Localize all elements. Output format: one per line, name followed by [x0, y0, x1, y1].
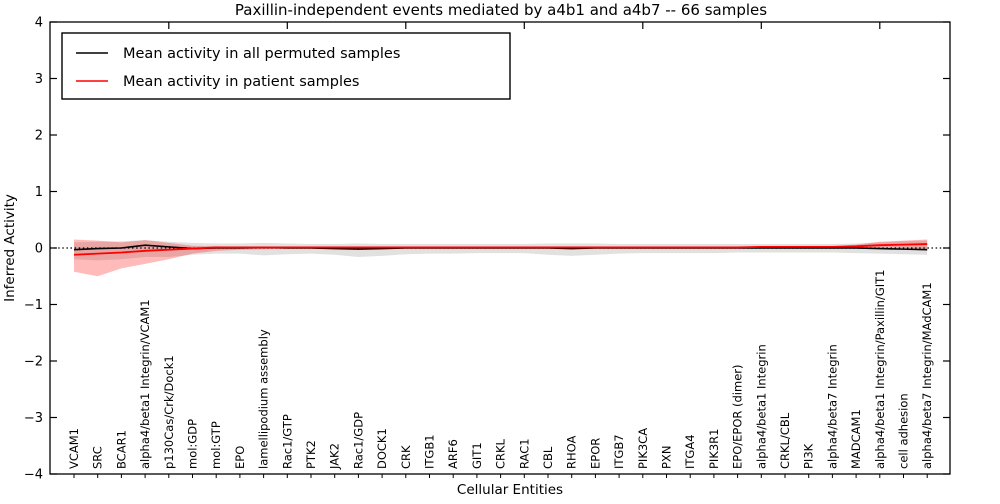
x-tick-label: PIK3CA — [636, 428, 650, 469]
x-tick-label: cell adhesion — [897, 393, 911, 469]
x-tick-label: EPOR — [588, 438, 602, 469]
legend-label-patient: Mean activity in patient samples — [123, 74, 359, 90]
x-tick-label: alpha4/beta1 Integrin — [754, 344, 768, 469]
y-tick-label: −2 — [24, 355, 43, 370]
y-tick-label: 0 — [35, 242, 43, 257]
x-tick-label: alpha4/beta7 Integrin — [825, 344, 839, 469]
legend-label-permuted: Mean activity in all permuted samples — [123, 46, 400, 62]
y-tick-label: 3 — [35, 72, 43, 87]
x-tick-label: ARF6 — [446, 439, 460, 469]
x-tick-label: PI3K — [802, 443, 816, 469]
x-tick-label: SRC — [91, 446, 105, 469]
x-tick-label: alpha4/beta7 Integrin/MAdCAM1 — [920, 282, 934, 469]
x-tick-label: RAC1 — [517, 438, 531, 469]
x-tick-label: CRKL — [494, 438, 508, 469]
x-tick-label: ITGA4 — [683, 434, 697, 469]
y-tick-label: 4 — [35, 16, 43, 31]
y-tick-label: −4 — [24, 468, 43, 483]
y-tick-label: 1 — [35, 185, 43, 200]
x-tick-label: ITGB7 — [612, 434, 626, 469]
x-tick-label: mol:GTP — [209, 421, 223, 469]
x-tick-label: CRKL/CBL — [778, 412, 792, 469]
x-axis-label: Cellular Entities — [457, 482, 563, 498]
x-tick-label: p130Cas/Crk/Dock1 — [162, 355, 176, 469]
x-tick-label: MADCAM1 — [849, 409, 863, 469]
y-tick-label: −3 — [24, 411, 43, 426]
x-tick-label: CRK — [399, 445, 413, 469]
line-patient-mean — [73, 243, 928, 256]
plot-frame — [49, 21, 951, 475]
x-tick-label: DOCK1 — [375, 428, 389, 469]
x-tick-label: ITGB1 — [423, 434, 437, 469]
x-tick-label: lamellipodium assembly — [257, 329, 271, 469]
tick-labels-layer: 4 3 2 1 0 −1 −2 −3 −4 VCAM1 SRC BCAR1 alpha4/beta1 I… — [24, 16, 934, 483]
x-tick-label: BCAR1 — [114, 430, 128, 469]
bands-layer — [74, 239, 928, 277]
x-tick-label: Rac1/GTP — [280, 414, 294, 469]
y-axis-label: Inferred Activity — [2, 194, 18, 302]
x-tick-label: PTK2 — [304, 440, 318, 469]
x-tick-label: JAK2 — [328, 443, 342, 470]
legend: Mean activity in all permuted samples Me… — [61, 32, 511, 100]
y-tick-label: −1 — [24, 298, 43, 313]
x-tick-label: alpha4/beta1 Integrin/VCAM1 — [138, 299, 152, 469]
series-layer — [73, 243, 928, 256]
x-tick-label: EPO/EPOR (dimer) — [731, 365, 745, 470]
band-permuted-samples-spread — [74, 240, 928, 261]
x-tick-label: PIK3R1 — [707, 429, 721, 470]
chart-title: Paxillin-independent events mediated by … — [235, 1, 767, 19]
x-tick-label: GIT1 — [470, 442, 484, 469]
x-tick-label: alpha4/beta1 Integrin/Paxillin/GIT1 — [873, 270, 887, 469]
x-tick-label: RHOA — [565, 436, 579, 469]
x-tick-label: VCAM1 — [67, 428, 81, 469]
legend-box — [61, 32, 511, 100]
x-tick-label: Rac1/GDP — [351, 412, 365, 469]
x-tick-label: mol:GDP — [186, 419, 200, 469]
x-tick-label: CBL — [541, 446, 555, 469]
x-tick-label: PXN — [660, 446, 674, 469]
y-tick-label: 2 — [35, 129, 43, 144]
x-tick-label: EPO — [233, 446, 247, 469]
